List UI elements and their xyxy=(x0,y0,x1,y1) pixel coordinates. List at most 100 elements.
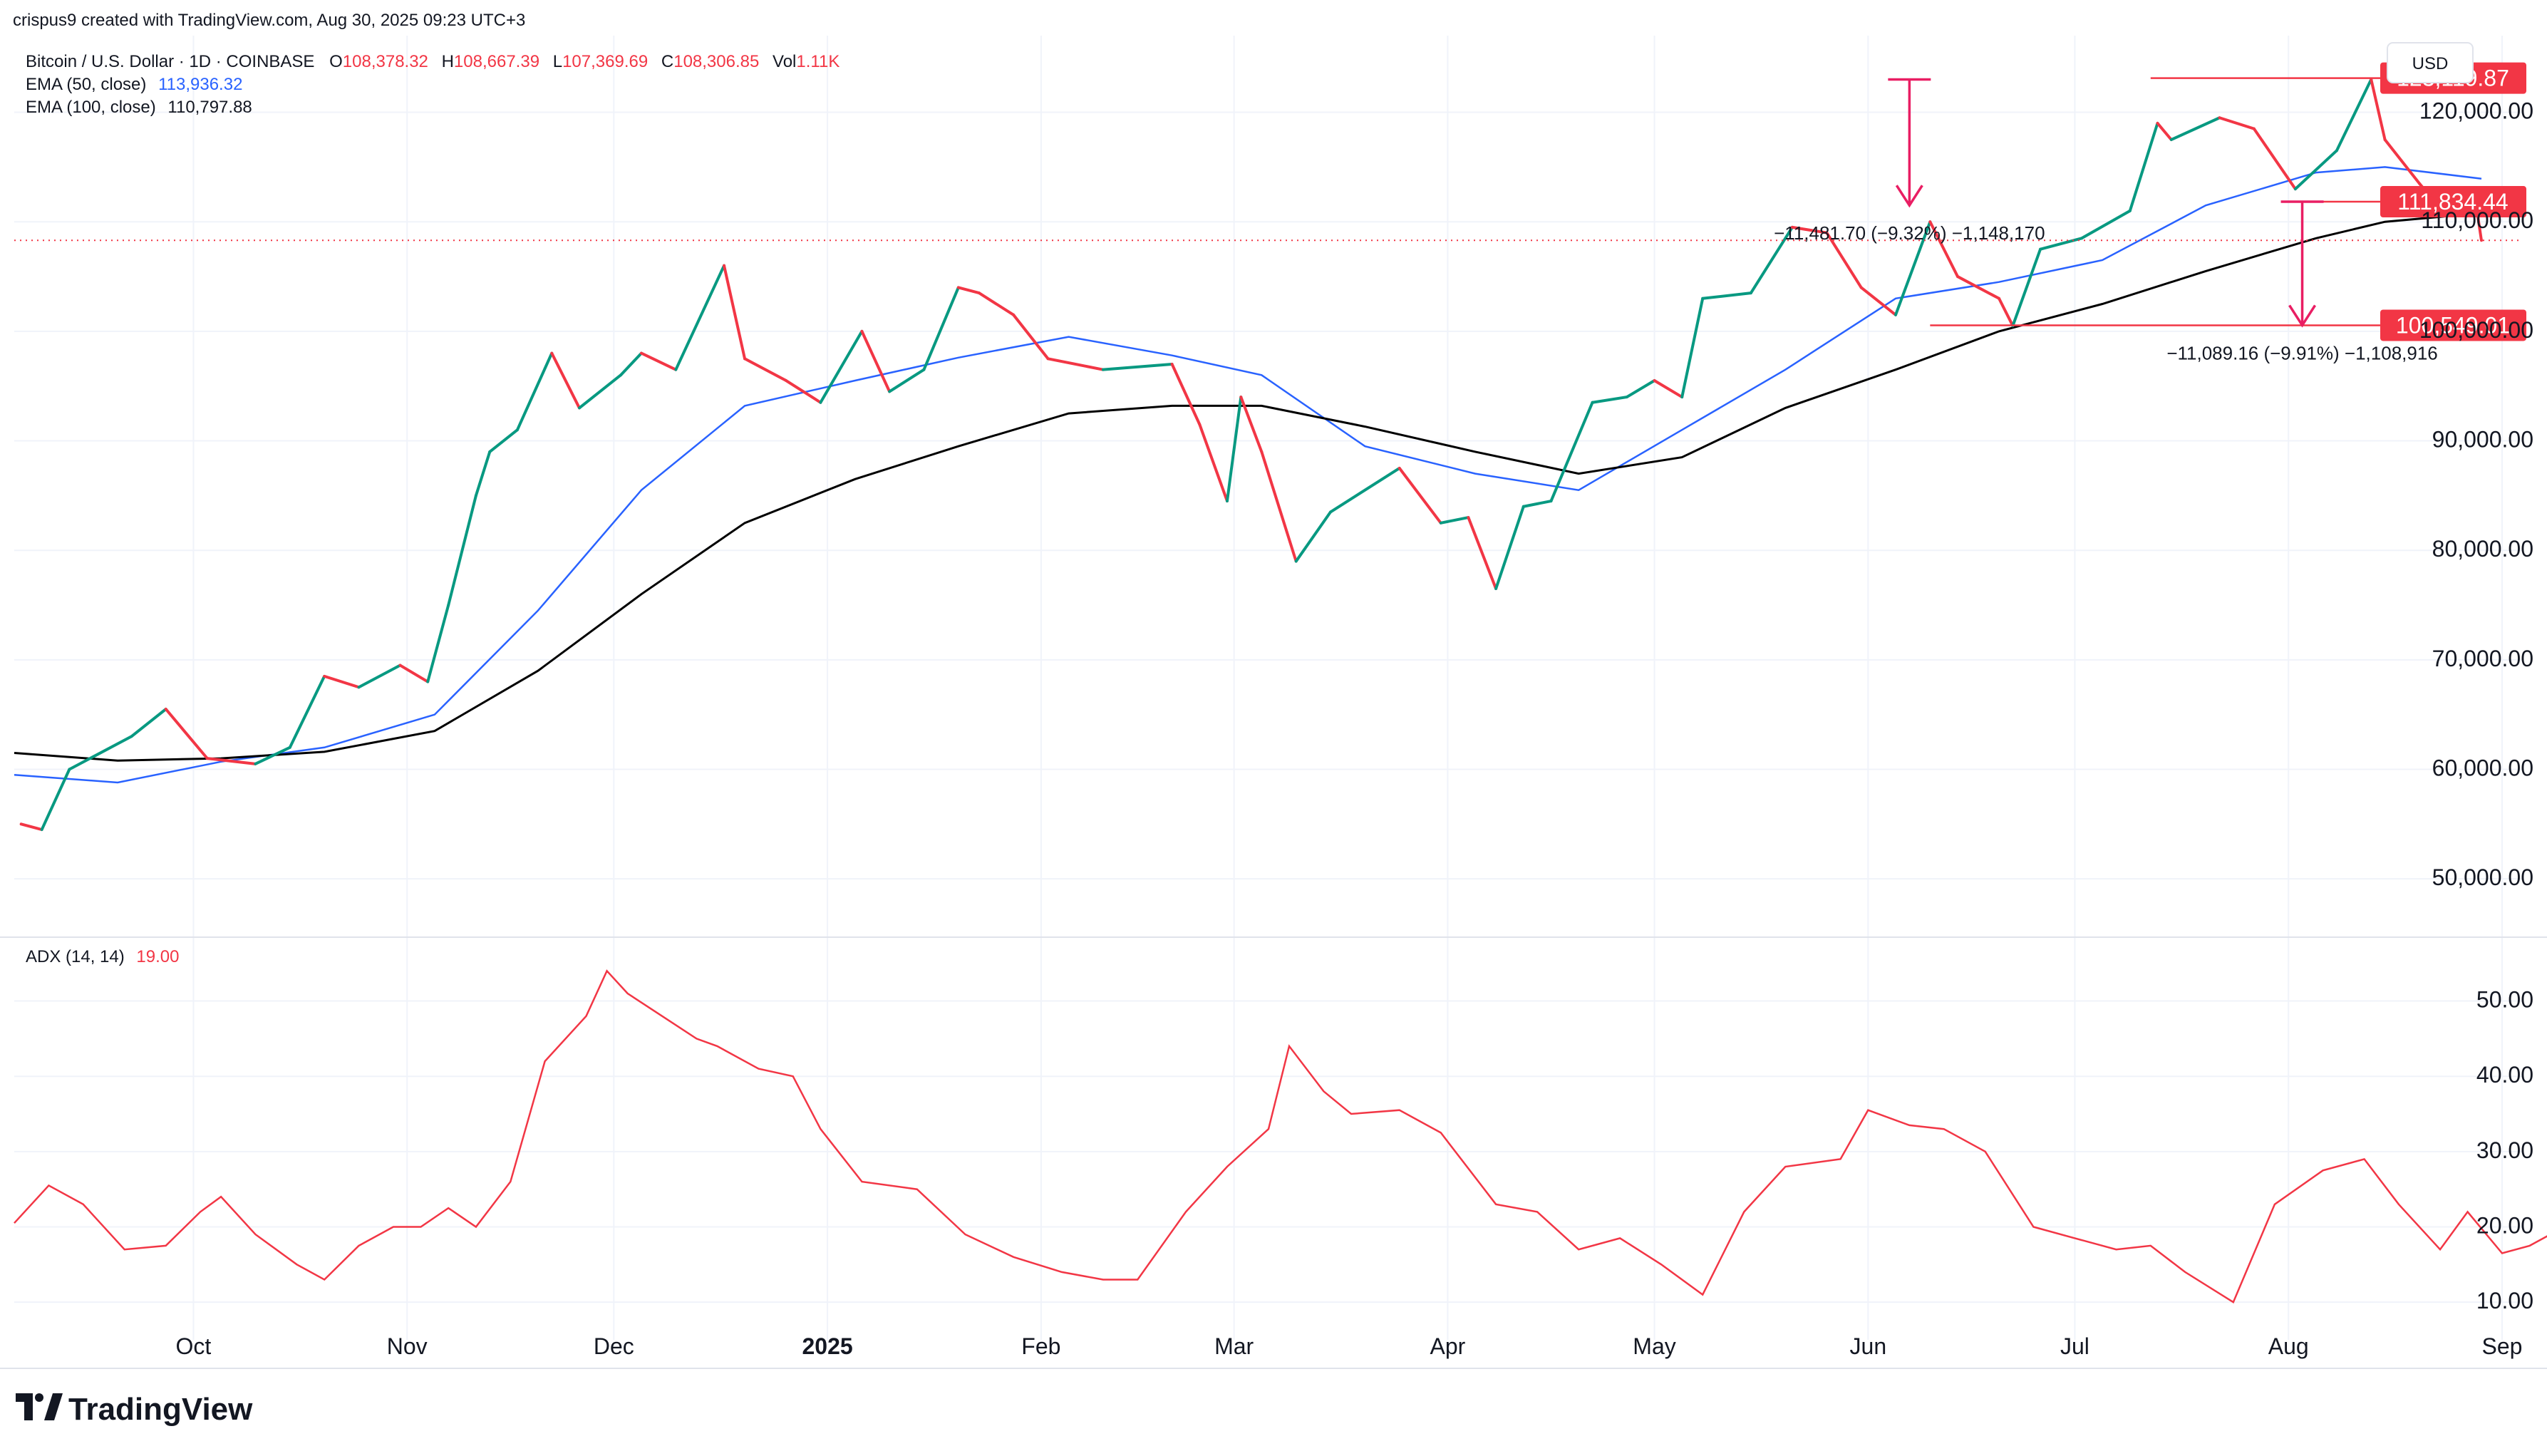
price-segment[interactable] xyxy=(1680,296,1705,399)
price-segment[interactable] xyxy=(743,357,788,383)
adx-axis-tick-label: 20.00 xyxy=(2476,1213,2533,1239)
price-segment[interactable] xyxy=(426,604,450,683)
price-segment[interactable] xyxy=(2039,237,2084,251)
price-segment[interactable] xyxy=(723,264,747,361)
price-segment[interactable] xyxy=(1591,396,1628,404)
price-segment[interactable] xyxy=(1701,291,1752,300)
price-segment[interactable] xyxy=(1012,313,1050,361)
price-segment[interactable] xyxy=(1625,379,1656,399)
time-axis-tick-label: Feb xyxy=(1021,1333,1060,1359)
price-segment[interactable] xyxy=(1170,362,1202,426)
ema100-legend[interactable]: EMA (100, close) 110,797.88 xyxy=(26,98,252,117)
price-segment[interactable] xyxy=(2011,247,2042,328)
price-level-badge xyxy=(2380,186,2526,218)
price-segment[interactable] xyxy=(785,379,822,404)
price-segment[interactable] xyxy=(674,264,726,371)
adx-legend[interactable]: ADX (14, 14) 19.00 xyxy=(26,947,179,966)
price-segment[interactable] xyxy=(977,291,1016,316)
price-segment[interactable] xyxy=(640,351,678,371)
price-segment[interactable] xyxy=(2293,149,2338,191)
price-segment[interactable] xyxy=(2370,78,2387,141)
ohlc-open-label: O xyxy=(329,52,343,71)
price-segment[interactable] xyxy=(1894,220,1932,316)
adx-line[interactable] xyxy=(14,969,2547,1304)
price-segment[interactable] xyxy=(550,351,581,410)
price-segment[interactable] xyxy=(1825,231,1863,289)
price-segment[interactable] xyxy=(2128,121,2159,212)
time-axis-tick-label: Apr xyxy=(1430,1333,1466,1359)
price-segment[interactable] xyxy=(1101,362,1174,371)
price-segment[interactable] xyxy=(1398,466,1442,525)
time-axis-tick-label: Dec xyxy=(594,1333,634,1359)
price-segment[interactable] xyxy=(1294,510,1333,563)
price-segment[interactable] xyxy=(40,768,71,832)
measure-arrow-head xyxy=(2288,304,2317,328)
price-line-layer xyxy=(19,78,2483,832)
price-segment[interactable] xyxy=(1549,401,1594,503)
price-segment[interactable] xyxy=(2335,78,2373,153)
price-segment[interactable] xyxy=(130,708,167,738)
time-axis-tick-label: Jun xyxy=(1850,1333,1887,1359)
price-segment[interactable] xyxy=(2156,121,2173,141)
adx-legend-value: 19.00 xyxy=(136,947,179,966)
ema50-legend[interactable]: EMA (50, close) 113,936.32 xyxy=(26,75,242,94)
price-segment[interactable] xyxy=(860,329,892,393)
price-segment[interactable] xyxy=(288,674,326,749)
price-segment[interactable] xyxy=(1239,396,1264,453)
price-segment[interactable] xyxy=(1439,516,1470,525)
price-segment[interactable] xyxy=(254,745,291,765)
price-segment[interactable] xyxy=(1225,396,1243,503)
price-segment[interactable] xyxy=(2252,127,2297,191)
ema100-line[interactable] xyxy=(14,212,2482,762)
price-segment[interactable] xyxy=(619,351,643,377)
time-axis-tick-label: 2025 xyxy=(802,1333,853,1359)
price-segment[interactable] xyxy=(1998,296,2015,328)
price-segment[interactable] xyxy=(2218,116,2256,130)
price-segment[interactable] xyxy=(1260,450,1298,563)
price-segment[interactable] xyxy=(1749,225,1794,295)
price-segment[interactable] xyxy=(1494,505,1525,590)
adx-layer xyxy=(14,969,2547,1304)
price-segment[interactable] xyxy=(1522,500,1553,508)
price-segment[interactable] xyxy=(515,351,554,432)
price-segment[interactable] xyxy=(1467,516,1498,590)
price-segment[interactable] xyxy=(1956,275,2001,300)
price-segment[interactable] xyxy=(1198,423,1229,503)
price-segment[interactable] xyxy=(1653,379,1684,399)
ema50-legend-value: 113,936.32 xyxy=(158,75,242,94)
price-segment[interactable] xyxy=(922,286,960,371)
price-segment[interactable] xyxy=(488,428,519,453)
ema100-legend-value: 110,797.88 xyxy=(167,98,252,117)
price-segment[interactable] xyxy=(1046,357,1105,371)
currency-button[interactable] xyxy=(2387,42,2474,83)
price-segment[interactable] xyxy=(577,373,622,410)
time-axis-tick-label: May xyxy=(1633,1333,1675,1359)
price-segment[interactable] xyxy=(1329,466,1401,514)
price-segment[interactable] xyxy=(2169,116,2221,141)
price-segment[interactable] xyxy=(888,368,926,393)
price-segment[interactable] xyxy=(2383,138,2421,185)
price-segment[interactable] xyxy=(323,674,361,689)
price-segment[interactable] xyxy=(474,450,492,497)
price-segment[interactable] xyxy=(68,735,133,771)
currency-label: USD xyxy=(2412,54,2449,73)
price-segment[interactable] xyxy=(1859,286,1897,316)
price-segment[interactable] xyxy=(164,708,209,760)
price-segment[interactable] xyxy=(357,664,402,689)
volume-label: Vol xyxy=(773,52,796,71)
price-segment[interactable] xyxy=(205,757,257,765)
price-segment[interactable] xyxy=(447,494,477,607)
ema50-line[interactable] xyxy=(14,166,2482,784)
price-segment[interactable] xyxy=(1928,220,1960,279)
price-segment[interactable] xyxy=(19,822,43,832)
price-segment[interactable] xyxy=(1790,225,1829,234)
price-segment[interactable] xyxy=(398,664,430,683)
time-axis-tick-label: Mar xyxy=(1214,1333,1254,1359)
price-segment[interactable] xyxy=(2080,209,2132,240)
price-segment[interactable] xyxy=(819,329,864,404)
ema100-legend-label: EMA (100, close) xyxy=(26,98,156,117)
price-segment[interactable] xyxy=(956,286,981,295)
ema50-legend-label: EMA (50, close) xyxy=(26,75,146,94)
